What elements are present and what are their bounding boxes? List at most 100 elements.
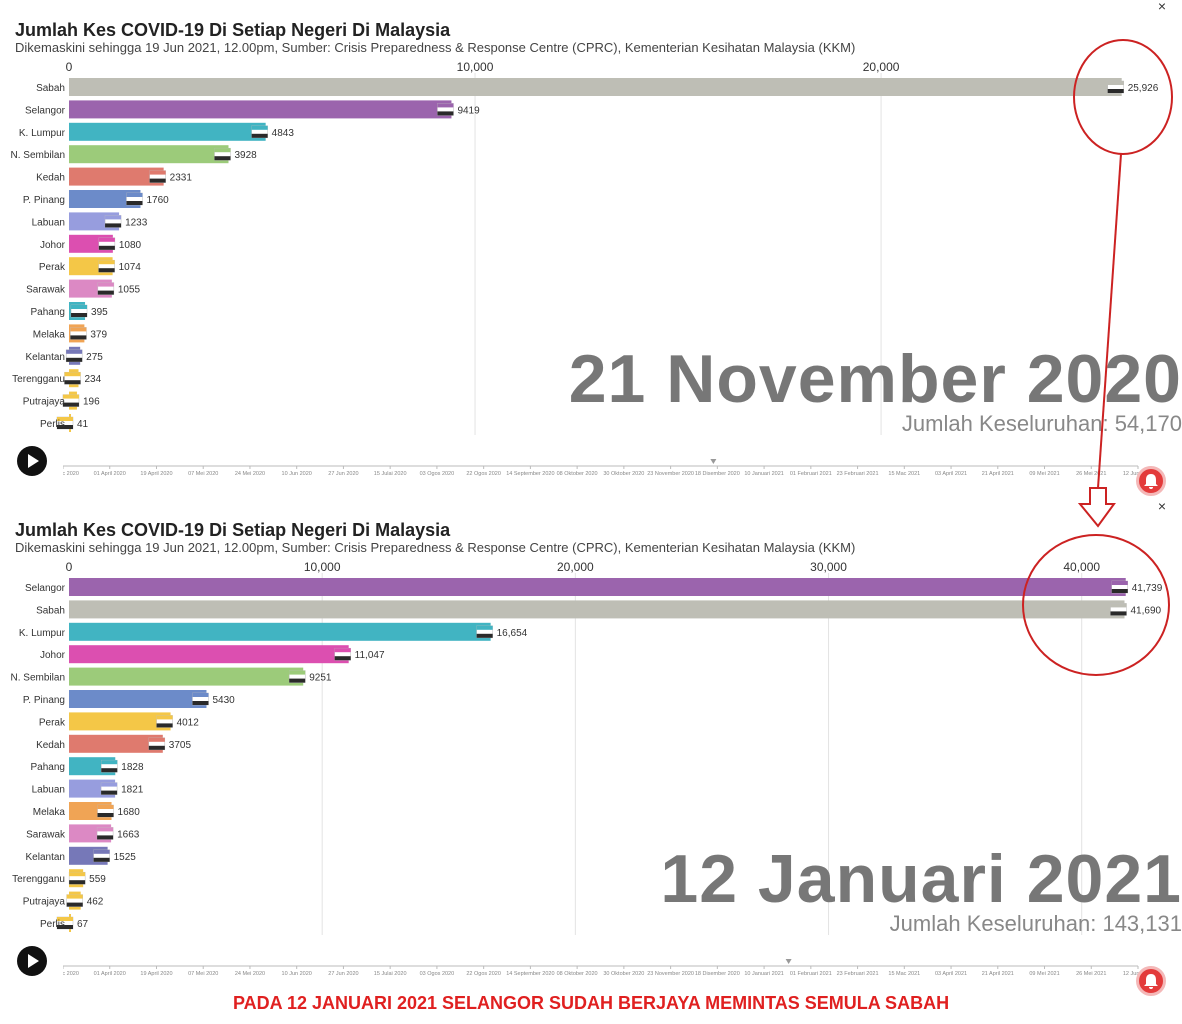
flag-stripe — [97, 835, 114, 840]
flag-icon — [101, 759, 118, 773]
flag-icon — [65, 349, 83, 363]
flag-stripe — [214, 156, 231, 161]
bar-selangor — [69, 578, 1126, 596]
flag-icon — [97, 804, 114, 818]
flag-icon — [97, 282, 115, 295]
value-label: 41,690 — [1130, 605, 1161, 616]
timeline-tick-label: 15 Mac 2021 — [888, 471, 920, 477]
flag-stripe — [57, 425, 73, 429]
timeline-tick-label: 22 Ogos 2020 — [466, 471, 501, 477]
timeline-tick-label: 08 Oktober 2020 — [557, 471, 598, 477]
timeline-tick-label: 03 April 2021 — [935, 971, 967, 977]
flag-stripe — [192, 701, 209, 705]
category-label: Selangor — [25, 583, 66, 594]
flag-stripe — [57, 917, 73, 921]
flag-stripe — [93, 857, 110, 862]
value-label: 41 — [77, 419, 89, 430]
close-button[interactable]: × — [1157, 498, 1166, 514]
flag-stripe — [69, 872, 86, 877]
bar-chart: 0 10,000 20,000 Sabah 25,926 Selangor 9419 K. L… — [11, 60, 1159, 435]
play-button[interactable] — [17, 446, 47, 476]
flag-stripe — [1111, 589, 1128, 593]
flag-stripe — [126, 193, 143, 197]
flag-stripe — [101, 790, 118, 795]
flag-stripe — [69, 880, 86, 885]
bar-kedah — [69, 734, 163, 753]
timeline-tick-label: 14 September 2020 — [506, 971, 554, 977]
flag-stripe — [98, 237, 115, 242]
flag-stripe — [66, 357, 83, 362]
value-label: 196 — [83, 397, 100, 408]
category-label: Kedah — [36, 173, 65, 184]
timeline-marker — [710, 459, 717, 464]
flag-stripe — [62, 394, 79, 399]
timeline-slider[interactable]: 14 Mac 2020 01 April 2020 19 April 2020 07 … — [63, 456, 1143, 478]
timeline-tick-label: 07 Mei 2020 — [188, 471, 218, 477]
x-tick-label: 40,000 — [1063, 560, 1100, 574]
timeline-tick-label: 03 April 2021 — [935, 471, 967, 477]
category-label: Labuan — [32, 785, 65, 796]
category-label: Melaka — [33, 807, 66, 818]
timeline-slider[interactable]: 14 Mac 2020 01 April 2020 19 April 2020 07 … — [63, 956, 1143, 978]
flag-icon — [64, 371, 81, 385]
flag-stripe — [64, 380, 81, 385]
flag-stripe — [97, 282, 114, 287]
value-label: 3705 — [169, 740, 192, 751]
close-button[interactable]: × — [1157, 0, 1166, 14]
category-label: P. Pinang — [23, 695, 65, 706]
flag-icon — [214, 147, 231, 161]
value-label: 41,739 — [1132, 583, 1163, 594]
play-button[interactable] — [17, 946, 47, 976]
flag-stripe — [437, 111, 454, 116]
flag-stripe — [97, 827, 114, 832]
category-label: Kelantan — [26, 852, 65, 863]
timeline-tick-label: 15 Julai 2020 — [374, 971, 407, 977]
timeline-tick-label: 21 April 2021 — [982, 471, 1014, 477]
timeline-tick-label: 30 Oktober 2020 — [603, 471, 644, 477]
timeline-tick-label: 10 Januari 2021 — [744, 971, 783, 977]
category-label: Selangor — [25, 105, 66, 116]
category-label: Putrajaya — [23, 897, 66, 908]
value-label: 25,926 — [1128, 83, 1159, 94]
flag-icon — [126, 192, 143, 206]
value-label: 1055 — [118, 285, 141, 296]
timeline-tick-label: 26 Mei 2021 — [1076, 471, 1106, 477]
bell-icon — [1144, 474, 1158, 489]
bar-n-sembilan — [69, 145, 229, 164]
flag-icon — [149, 170, 166, 183]
category-label: Terengganu — [12, 874, 65, 885]
value-label: 1828 — [121, 762, 144, 773]
flag-icon — [96, 827, 114, 840]
value-label: 67 — [77, 919, 89, 930]
flag-icon — [98, 259, 115, 273]
flag-icon — [192, 692, 209, 706]
flag-stripe — [1107, 81, 1124, 85]
category-label: Sabah — [36, 83, 65, 94]
notification-bell-button[interactable] — [1136, 466, 1166, 496]
notification-bell-button[interactable] — [1136, 966, 1166, 996]
flag-stripe — [1107, 89, 1124, 93]
timeline-tick-label: 10 Januari 2021 — [744, 471, 783, 477]
date-label: 21 November 2020 — [568, 341, 1182, 417]
flag-icon — [98, 237, 116, 251]
category-label: Sabah — [36, 605, 65, 616]
timeline-tick-label: 09 Mei 2021 — [1029, 971, 1059, 977]
category-label: Sarawak — [26, 829, 66, 840]
value-label: 1821 — [121, 785, 144, 796]
category-label: K. Lumpur — [19, 628, 66, 639]
timeline-tick-label: 01 Februari 2021 — [790, 971, 832, 977]
flag-icon — [70, 327, 87, 340]
flag-stripe — [156, 723, 173, 728]
x-tick-label: 10,000 — [304, 560, 341, 574]
value-label: 1080 — [119, 240, 142, 251]
flag-stripe — [97, 813, 114, 817]
value-label: 1680 — [118, 807, 141, 818]
flag-icon — [66, 894, 83, 907]
flag-stripe — [62, 402, 79, 407]
flag-stripe — [192, 693, 209, 697]
timeline-tick-label: 30 Oktober 2020 — [603, 971, 644, 977]
timeline-tick-label: 19 April 2020 — [140, 471, 172, 477]
bar-p-pinang — [69, 190, 141, 208]
value-label: 9251 — [309, 673, 332, 684]
value-label: 1074 — [119, 262, 142, 273]
